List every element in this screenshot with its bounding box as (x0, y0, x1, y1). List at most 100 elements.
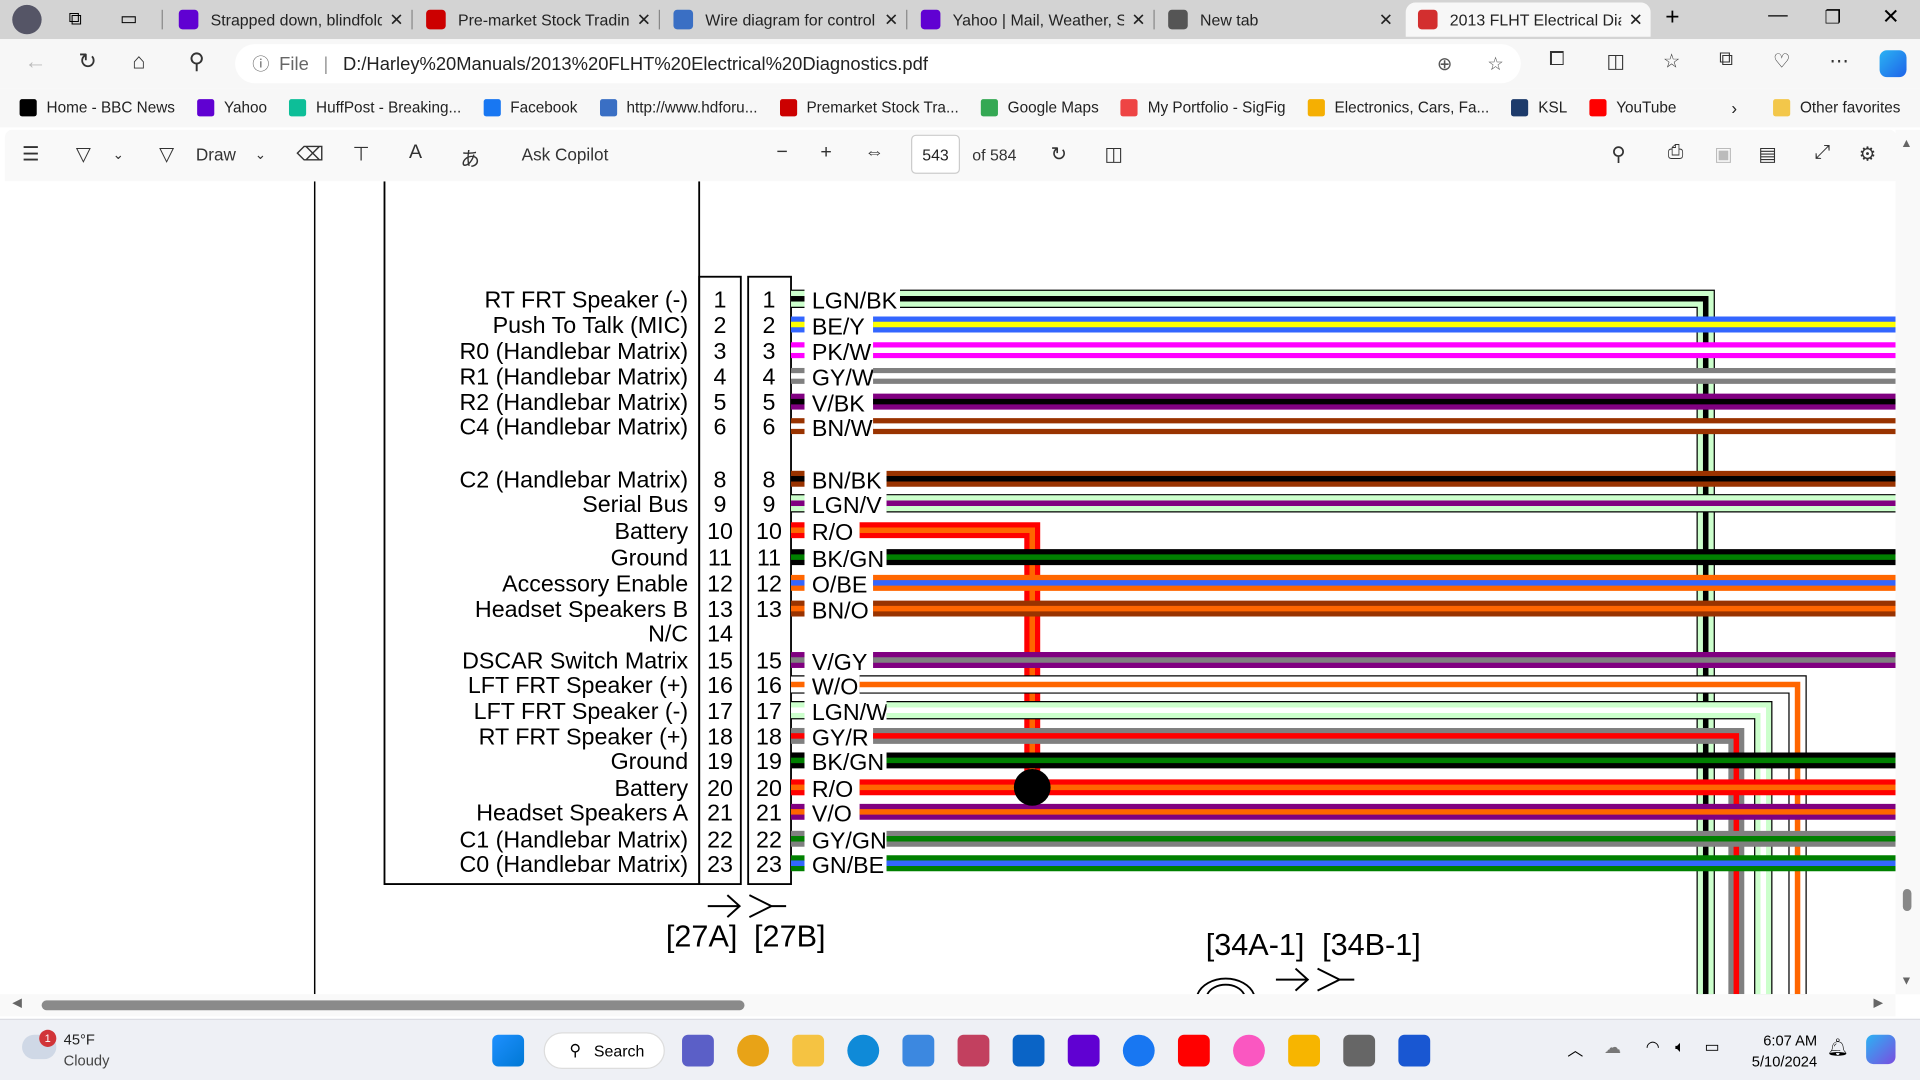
favorite-link[interactable]: Yahoo (197, 99, 267, 117)
collections-icon[interactable]: ⧉ (1719, 48, 1734, 70)
chevron-down-icon[interactable]: ⌄ (112, 148, 124, 163)
close-tab-icon[interactable]: ✕ (1131, 9, 1146, 29)
youtube-icon[interactable] (1177, 1034, 1210, 1067)
clock-time[interactable]: 6:07 AM (1763, 1032, 1818, 1050)
eraser-icon[interactable]: ⌫ (296, 144, 325, 166)
music-icon[interactable] (1233, 1034, 1265, 1067)
weather-condition[interactable]: Cloudy (63, 1051, 110, 1069)
favorite-link[interactable]: Electronics, Cars, Fa... (1307, 99, 1489, 117)
security-icon[interactable] (1398, 1034, 1431, 1067)
temperature[interactable]: 45°F (63, 1031, 95, 1049)
hidden-icons-chevron-icon[interactable]: ︿ (1567, 1040, 1584, 1060)
favorite-link[interactable]: YouTube (1589, 99, 1676, 117)
draw-icon[interactable]: ▽ (159, 144, 175, 166)
battery-icon[interactable]: ▭ (1704, 1037, 1720, 1056)
refresh-icon[interactable]: ↻ (78, 48, 97, 74)
teams-icon[interactable] (682, 1034, 714, 1067)
taskbar-search[interactable]: ⚲ Search (543, 1032, 665, 1069)
scroll-right-icon[interactable]: ▶ (1873, 996, 1883, 1011)
favorite-link[interactable]: Premarket Stock Tra... (779, 99, 959, 117)
contents-icon[interactable]: ☰ (22, 144, 40, 166)
notifications-bell-icon[interactable]: 🔔︎ (1826, 1037, 1849, 1057)
favorite-star-icon[interactable]: ☆ (1487, 53, 1504, 75)
start-icon[interactable] (492, 1034, 525, 1067)
app-icon[interactable] (957, 1034, 990, 1067)
outlook-icon[interactable] (1012, 1034, 1045, 1067)
ask-copilot-button[interactable]: Ask Copilot (521, 144, 609, 165)
tab[interactable]: New tab ✕ (1156, 2, 1401, 36)
store-icon[interactable] (902, 1034, 935, 1067)
split-screen-icon[interactable]: ◫ (1606, 51, 1626, 73)
back-icon[interactable]: ← (24, 48, 47, 74)
minimize-button[interactable]: — (1768, 4, 1788, 26)
chevron-down-icon[interactable]: ⌄ (254, 148, 266, 163)
translate-icon[interactable]: あ (460, 149, 481, 171)
settings-gear-icon[interactable]: ⚙ (1858, 144, 1877, 166)
profile-avatar[interactable] (12, 4, 42, 35)
yahoo-icon[interactable] (1067, 1034, 1100, 1067)
info-icon[interactable]: ⓘ (252, 53, 270, 74)
tab[interactable]: 2013 FLHT Electrical Diag ✕ (1405, 2, 1651, 37)
favorite-link[interactable]: http://www.hdforu... (599, 99, 757, 117)
app-s-icon[interactable] (1343, 1034, 1376, 1067)
close-tab-icon[interactable]: ✕ (389, 9, 404, 29)
more-favorites-chevron-icon[interactable]: › (1731, 97, 1738, 118)
fullscreen-icon[interactable]: ⤢ (1814, 142, 1831, 163)
wifi-icon[interactable]: ◠ (1645, 1037, 1660, 1056)
home-icon[interactable]: ⌂ (132, 48, 146, 74)
save-icon[interactable]: ▣ (1714, 144, 1733, 166)
workspaces-icon[interactable]: ⧉ (68, 8, 82, 30)
search-icon[interactable]: ⚲ (188, 48, 205, 74)
favorite-link[interactable]: Home - BBC News (19, 99, 175, 117)
rotate-icon[interactable]: ↻ (1050, 144, 1068, 166)
tab[interactable]: Strapped down, blindfold ✕ (167, 2, 412, 36)
clock-date[interactable]: 5/10/2024 (1751, 1053, 1818, 1071)
copilot-icon[interactable] (1879, 50, 1907, 78)
sticky-notes-icon[interactable] (1288, 1034, 1321, 1067)
close-tab-icon[interactable]: ✕ (636, 9, 652, 29)
find-icon[interactable]: ⚲ (1611, 144, 1626, 166)
close-tab-icon[interactable]: ✕ (884, 9, 899, 29)
read-aloud-icon[interactable]: A (408, 142, 423, 163)
chrome-app-icon[interactable] (737, 1034, 769, 1067)
scroll-up-icon[interactable]: ▲ (1900, 137, 1913, 151)
tab[interactable]: Yahoo | Mail, Weather, Se ✕ (909, 2, 1154, 36)
draw-button[interactable]: Draw (195, 144, 236, 165)
onedrive-icon[interactable]: ☁ (1604, 1037, 1622, 1057)
volume-icon[interactable]: 🔈︎ (1675, 1037, 1685, 1056)
url-text[interactable]: D:/Harley%20Manuals/2013%20FLHT%20Electr… (342, 53, 928, 75)
highlight-icon[interactable]: ▽ (75, 144, 91, 166)
tab[interactable]: Wire diagram for control ✕ (661, 2, 906, 36)
copilot-icon[interactable] (1866, 1034, 1896, 1065)
tab[interactable]: Pre-market Stock Trading ✕ (414, 2, 659, 36)
favorite-link[interactable]: Facebook (483, 99, 577, 117)
favorite-link[interactable]: HuffPost - Breaking... (289, 99, 461, 117)
browser-essentials-icon[interactable]: ♡ (1773, 51, 1791, 73)
vertical-scrollbar[interactable]: ▲ ▼ (1895, 129, 1920, 995)
vertical-tabs-icon[interactable]: ▭ (120, 8, 138, 30)
horizontal-scroll-thumb[interactable] (41, 1000, 745, 1011)
extensions-icon[interactable]: ⧠ (1548, 48, 1565, 70)
restore-button[interactable]: ❐ (1824, 7, 1841, 29)
zoom-out-icon[interactable]: − (776, 142, 788, 163)
favorites-icon[interactable]: ☆ (1662, 51, 1681, 73)
favorite-link[interactable]: KSL (1511, 99, 1567, 117)
favorite-link[interactable]: Google Maps (980, 99, 1099, 117)
close-tab-icon[interactable]: ✕ (1378, 9, 1394, 29)
file-explorer-icon[interactable] (792, 1034, 825, 1067)
edge-icon[interactable] (847, 1034, 880, 1067)
page-number-input[interactable]: 543 (911, 134, 961, 174)
close-tab-icon[interactable]: ✕ (1628, 9, 1643, 29)
zoom-icon[interactable]: ⊕ (1436, 53, 1453, 75)
new-tab-button[interactable]: + (1665, 3, 1680, 31)
favorite-link[interactable]: My Portfolio - SigFig (1120, 99, 1286, 117)
page-view-icon[interactable]: ◫ (1104, 144, 1124, 166)
address-bar[interactable]: ⓘ File | D:/Harley%20Manuals/2013%20FLHT… (235, 44, 1521, 84)
print-icon[interactable]: ⎙ (1667, 142, 1684, 163)
save-as-icon[interactable]: ▤ (1758, 144, 1777, 166)
facebook-icon[interactable] (1122, 1034, 1155, 1067)
vertical-scroll-thumb[interactable] (1902, 888, 1912, 912)
zoom-in-icon[interactable]: + (820, 142, 832, 163)
more-menu-icon[interactable]: ⋯ (1829, 51, 1849, 73)
fit-width-icon[interactable]: ⇔ (864, 142, 885, 163)
